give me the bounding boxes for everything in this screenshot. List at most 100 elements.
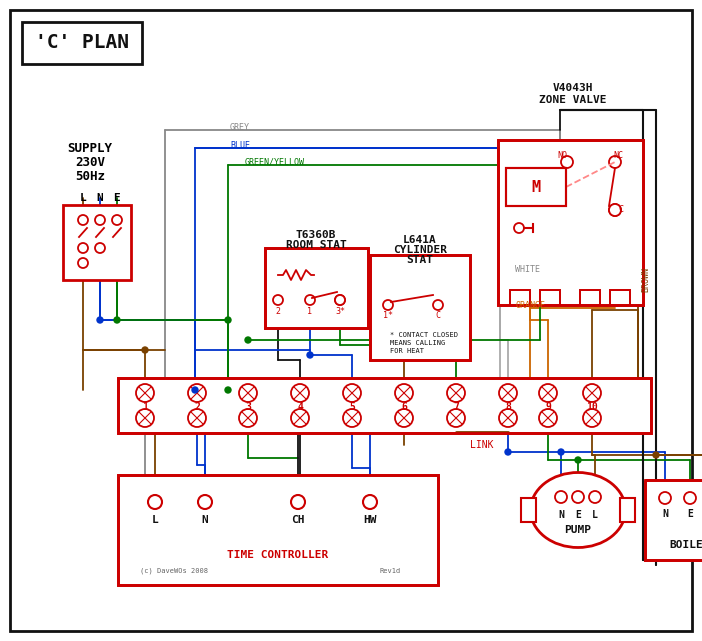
Text: 'C' PLAN: 'C' PLAN xyxy=(35,33,129,53)
Text: GREEN/YELLOW: GREEN/YELLOW xyxy=(245,158,305,167)
Bar xyxy=(645,480,702,560)
Bar xyxy=(118,378,651,433)
Bar xyxy=(580,290,600,305)
Circle shape xyxy=(572,491,584,503)
Text: ZONE VALVE: ZONE VALVE xyxy=(539,95,607,105)
Text: WHITE: WHITE xyxy=(515,265,540,274)
Circle shape xyxy=(499,409,517,427)
Text: 3: 3 xyxy=(245,402,251,412)
Text: L: L xyxy=(79,193,86,203)
Circle shape xyxy=(291,409,309,427)
Bar xyxy=(610,290,630,305)
Text: SUPPLY: SUPPLY xyxy=(67,142,112,154)
Text: 5: 5 xyxy=(349,402,355,412)
Circle shape xyxy=(112,215,122,225)
Bar xyxy=(118,475,438,585)
Bar xyxy=(506,168,566,206)
Text: 7: 7 xyxy=(453,402,459,412)
Bar xyxy=(610,290,630,305)
Text: BOILER: BOILER xyxy=(670,540,702,550)
Circle shape xyxy=(78,258,88,268)
Ellipse shape xyxy=(531,472,625,547)
Circle shape xyxy=(363,495,377,509)
Bar xyxy=(620,498,635,522)
Circle shape xyxy=(225,387,231,393)
Circle shape xyxy=(307,352,313,358)
Circle shape xyxy=(583,409,601,427)
Circle shape xyxy=(609,156,621,168)
Bar xyxy=(498,140,643,305)
Circle shape xyxy=(136,409,154,427)
Text: 8: 8 xyxy=(505,402,511,412)
Text: STAT: STAT xyxy=(406,255,434,265)
Text: MEANS CALLING: MEANS CALLING xyxy=(390,340,445,346)
Circle shape xyxy=(273,295,283,305)
Circle shape xyxy=(499,384,517,402)
Text: 1: 1 xyxy=(142,402,148,412)
Circle shape xyxy=(609,204,621,216)
Text: E: E xyxy=(687,509,693,519)
Circle shape xyxy=(653,452,659,458)
Text: N: N xyxy=(662,509,668,519)
Text: 9: 9 xyxy=(545,402,551,412)
Text: PUMP: PUMP xyxy=(564,525,592,535)
Text: HW: HW xyxy=(363,515,377,525)
Bar xyxy=(498,140,643,305)
Circle shape xyxy=(539,409,557,427)
Bar xyxy=(506,168,566,206)
Text: (c) DaveWOs 2008: (c) DaveWOs 2008 xyxy=(140,568,208,574)
Circle shape xyxy=(575,457,581,463)
Text: 3*: 3* xyxy=(335,308,345,317)
Bar xyxy=(540,290,560,305)
Circle shape xyxy=(305,295,315,305)
Text: N: N xyxy=(97,193,103,203)
Circle shape xyxy=(291,384,309,402)
Text: CH: CH xyxy=(291,515,305,525)
Text: NO: NO xyxy=(557,151,567,160)
Text: GREY: GREY xyxy=(230,122,250,131)
Text: TIME CONTROLLER: TIME CONTROLLER xyxy=(227,550,329,560)
Circle shape xyxy=(188,384,206,402)
Circle shape xyxy=(148,495,162,509)
Circle shape xyxy=(539,384,557,402)
Text: L: L xyxy=(152,515,159,525)
Circle shape xyxy=(239,409,257,427)
Text: * CONTACT CLOSED: * CONTACT CLOSED xyxy=(390,332,458,338)
Circle shape xyxy=(192,387,198,393)
Text: 50Hz: 50Hz xyxy=(75,169,105,183)
Text: V4043H: V4043H xyxy=(552,83,593,93)
Bar xyxy=(118,475,438,585)
Circle shape xyxy=(447,409,465,427)
Text: T6360B: T6360B xyxy=(296,230,336,240)
Circle shape xyxy=(97,317,103,323)
Circle shape xyxy=(343,409,361,427)
Bar xyxy=(370,255,470,360)
Text: E: E xyxy=(114,193,120,203)
Bar xyxy=(510,290,530,305)
Text: 10: 10 xyxy=(586,402,598,412)
Text: 1*: 1* xyxy=(383,310,393,319)
Circle shape xyxy=(225,317,231,323)
Text: 230V: 230V xyxy=(75,156,105,169)
Bar xyxy=(22,22,142,64)
Text: LINK: LINK xyxy=(470,440,494,450)
Text: BROWN: BROWN xyxy=(641,267,650,292)
Text: CYLINDER: CYLINDER xyxy=(393,245,447,255)
Text: BLUE: BLUE xyxy=(230,140,250,149)
Circle shape xyxy=(245,337,251,343)
Bar xyxy=(118,378,651,433)
Bar xyxy=(580,290,600,305)
Bar xyxy=(645,480,702,560)
Circle shape xyxy=(555,491,567,503)
Circle shape xyxy=(78,243,88,253)
Text: ROOM STAT: ROOM STAT xyxy=(286,240,346,250)
Circle shape xyxy=(239,384,257,402)
Circle shape xyxy=(589,491,601,503)
Text: E: E xyxy=(575,510,581,520)
Text: 4: 4 xyxy=(297,402,303,412)
Text: N: N xyxy=(558,510,564,520)
Text: C: C xyxy=(618,206,623,215)
Text: NC: NC xyxy=(613,151,623,160)
Text: 2: 2 xyxy=(194,402,200,412)
Text: 2: 2 xyxy=(275,308,281,317)
